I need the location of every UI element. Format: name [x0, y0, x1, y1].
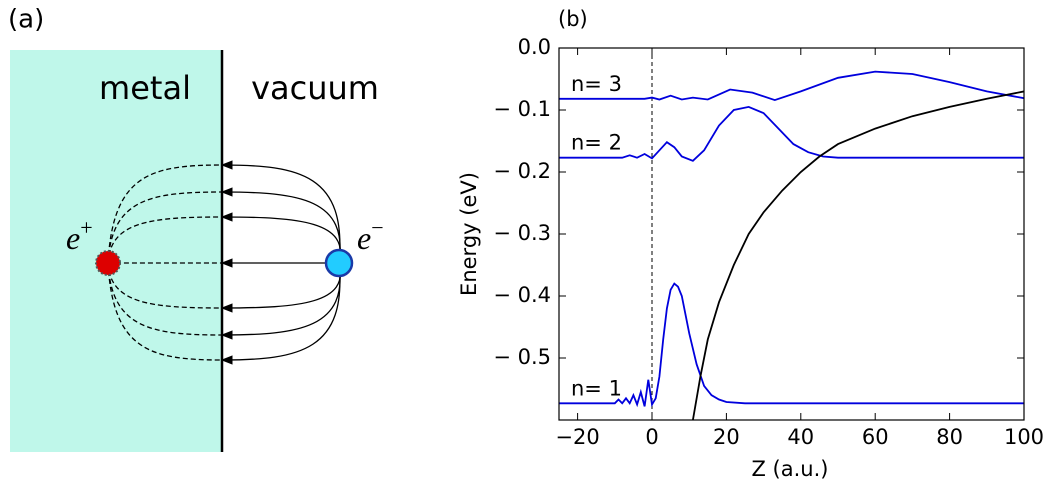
electron-label: e−: [357, 215, 384, 256]
field-line: [220, 160, 341, 264]
y-tick-label: − 0.5: [493, 345, 551, 369]
panel-label: (b): [558, 7, 588, 31]
panel-b: (b) Z (a.u.) Energy (eV) 0.0 − 0.1 − 0.2 − …: [457, 7, 1044, 481]
x-tick-label: 80: [936, 425, 963, 449]
series-line: [559, 105, 1024, 162]
x-tick-label: 0: [645, 425, 658, 449]
positron-label: e+: [66, 215, 93, 256]
symbol: e: [66, 220, 80, 256]
metal-label: metal: [99, 69, 191, 107]
series-line: [559, 282, 1024, 408]
curve-label: n= 1: [571, 376, 622, 400]
y-tick-label: − 0.4: [493, 283, 551, 307]
field-line: [220, 212, 342, 264]
charge: +: [80, 215, 92, 240]
image-field-line: [107, 262, 223, 361]
symbol: e: [357, 220, 371, 256]
field-line: [220, 187, 341, 264]
panel-a: (a) metal vacuum e+ e−: [8, 5, 384, 452]
image-charge: [95, 250, 121, 276]
y-tick-label: − 0.2: [493, 159, 551, 183]
y-tick-label: − 0.1: [493, 97, 551, 121]
field-line: [220, 262, 342, 313]
electron: [324, 248, 354, 278]
panel-label: (a): [8, 5, 44, 35]
x-tick-label: 100: [1004, 425, 1044, 449]
image-field-line: [107, 216, 223, 264]
metal-region: [10, 50, 222, 452]
field-line: [220, 262, 341, 340]
image-field-line: [107, 191, 223, 264]
x-tick-label: 20: [713, 425, 740, 449]
y-tick-label: 0.0: [518, 35, 551, 59]
series-line: [559, 70, 1024, 102]
x-tick-label: −20: [555, 425, 599, 449]
plot-frame: [558, 47, 1025, 421]
series-line: [692, 90, 1024, 420]
vacuum-label: vacuum: [251, 69, 379, 107]
y-axis-title: Energy (eV): [457, 172, 481, 296]
y-tick-label: − 0.3: [493, 221, 551, 245]
image-field-line: [107, 262, 223, 336]
curve-label: n= 3: [571, 72, 622, 96]
field-line: [220, 262, 341, 365]
x-tick-label: 60: [862, 425, 889, 449]
x-tick-label: 40: [787, 425, 814, 449]
charge: −: [371, 215, 383, 240]
curve-label: n= 2: [571, 131, 622, 155]
x-axis-title: Z (a.u.): [752, 457, 829, 481]
image-field-line: [107, 164, 223, 264]
